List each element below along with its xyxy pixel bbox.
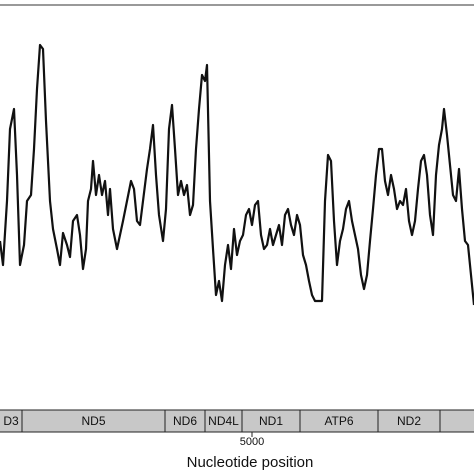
- data-line: [0, 43, 474, 306]
- gene-segment: [439, 409, 474, 433]
- gene-label: ND2: [397, 414, 421, 428]
- gene-label: ATP6: [324, 414, 353, 428]
- x-tick-label: 5000: [240, 436, 264, 448]
- gene-label: ND6: [173, 414, 197, 428]
- x-axis-label: Nucleotide position: [187, 454, 314, 471]
- gene-label: ND1: [259, 414, 283, 428]
- gene-label: ND5: [81, 414, 105, 428]
- gene-label: D3: [3, 414, 19, 428]
- gene-label: ND4L: [208, 414, 239, 428]
